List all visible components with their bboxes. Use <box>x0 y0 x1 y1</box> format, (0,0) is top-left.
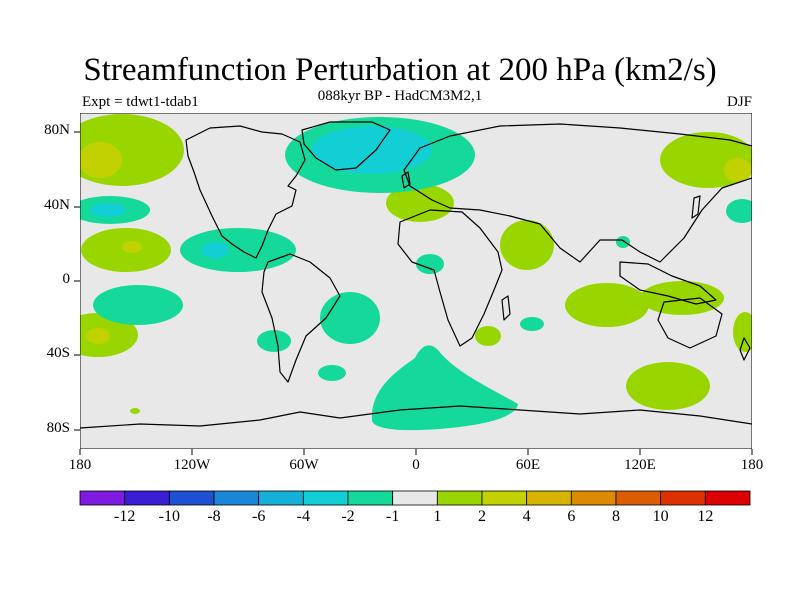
colorbar-label: -10 <box>158 508 180 525</box>
plot-title: Streamfunction Perturbation at 200 hPa (… <box>83 52 717 88</box>
anomaly-region <box>500 220 554 270</box>
anomaly-region <box>616 236 630 248</box>
anomaly-core <box>90 203 126 217</box>
colorbar-swatch <box>704 490 751 506</box>
anomaly-region <box>475 326 501 346</box>
colorbar-swatch <box>124 490 170 506</box>
colorbar-swatch <box>392 490 438 506</box>
colorbar-swatch <box>347 490 394 506</box>
coastlines <box>80 121 752 429</box>
lat-label-0: 0 <box>62 271 71 287</box>
colorbar-swatch <box>168 490 215 506</box>
coastline-australia <box>657 297 723 349</box>
colorbar-swatch <box>526 490 572 506</box>
colorbar-swatch <box>570 490 617 506</box>
axis-ticks <box>74 131 753 455</box>
anomaly-region <box>320 292 380 344</box>
lat-label-80n: 80N <box>44 122 70 138</box>
colorbar-swatch <box>213 490 260 506</box>
anomaly-core <box>86 328 110 344</box>
coastline-madagascar <box>501 295 511 321</box>
colorbar-label: -8 <box>207 508 221 525</box>
colorbar-label: 6 <box>567 508 576 525</box>
lon-label-180w: 180 <box>68 457 92 473</box>
anomaly-region <box>733 312 752 352</box>
anomaly-region <box>93 285 183 325</box>
anomaly-core <box>201 242 229 258</box>
colorbar-label: -12 <box>113 508 136 525</box>
anomaly-core <box>724 158 752 182</box>
anomaly-region <box>80 114 184 186</box>
colorbar-label: -2 <box>341 508 355 525</box>
lon-label-60e: 60E <box>515 457 541 473</box>
colorbar-swatch <box>481 490 528 506</box>
coastline-antarctica <box>80 405 752 429</box>
colorbar-swatch <box>615 490 662 506</box>
season-label: DJF <box>726 94 752 110</box>
anomaly-region <box>640 281 724 315</box>
coastline-south-america <box>261 253 341 383</box>
colorbar-label: 12 <box>697 508 714 525</box>
lat-label-40n: 40N <box>44 197 70 213</box>
colorbar-label: -4 <box>296 508 310 525</box>
coastline-british-isles <box>401 171 411 189</box>
coastline-greenland <box>301 121 391 171</box>
lon-label-120w: 120W <box>173 457 211 473</box>
positive-anomaly-regions <box>80 114 752 414</box>
lat-label-80s: 80S <box>46 420 70 436</box>
anomaly-core <box>122 241 142 253</box>
colorbar-swatch <box>258 490 304 506</box>
colorbar-label: 4 <box>522 508 531 525</box>
colorbar-label: -6 <box>251 508 266 525</box>
anomaly-core <box>312 126 432 174</box>
anomaly-region <box>565 283 649 327</box>
lon-label-120e: 120E <box>624 457 656 473</box>
anomaly-region <box>416 254 444 274</box>
anomaly-region <box>257 330 291 352</box>
colorbar-swatch <box>302 490 349 506</box>
positive-anomaly-cores <box>80 142 752 344</box>
coastline-africa <box>397 209 503 347</box>
map-area <box>80 113 752 449</box>
experiment-label: Expt = tdwt1-tdab1 <box>82 94 199 110</box>
anomaly-region <box>726 199 752 223</box>
colorbar-swatch <box>660 490 706 506</box>
lon-label-180e: 180 <box>740 457 764 473</box>
plot-subtitle: 088kyr BP - HadCM3M2,1 <box>317 88 483 104</box>
colorbar <box>79 490 751 506</box>
colorbar-label: 8 <box>612 508 620 525</box>
anomaly-region <box>318 365 346 381</box>
colorbar-swatch <box>79 490 126 506</box>
colorbar-label: -1 <box>385 508 400 525</box>
lon-label-0: 0 <box>412 457 420 473</box>
colorbar-label: 2 <box>478 508 486 525</box>
anomaly-region <box>626 362 710 410</box>
anomaly-core <box>80 142 122 178</box>
negative-anomaly-cores <box>90 126 432 258</box>
anomaly-region <box>180 228 296 272</box>
anomaly-region <box>520 317 544 331</box>
anomaly-region <box>130 408 140 414</box>
lon-label-60w: 60W <box>289 457 319 473</box>
lat-label-40s: 40S <box>46 345 70 361</box>
coastline-eurasia <box>403 123 752 263</box>
colorbar-label: 1 <box>433 508 442 525</box>
coastline-north-america <box>185 125 306 259</box>
coastline-new-zealand <box>739 337 751 361</box>
colorbar-swatch <box>436 490 483 506</box>
anomaly-region <box>386 184 454 222</box>
coastline-japan <box>691 195 701 219</box>
colorbar-label: 10 <box>652 508 669 525</box>
